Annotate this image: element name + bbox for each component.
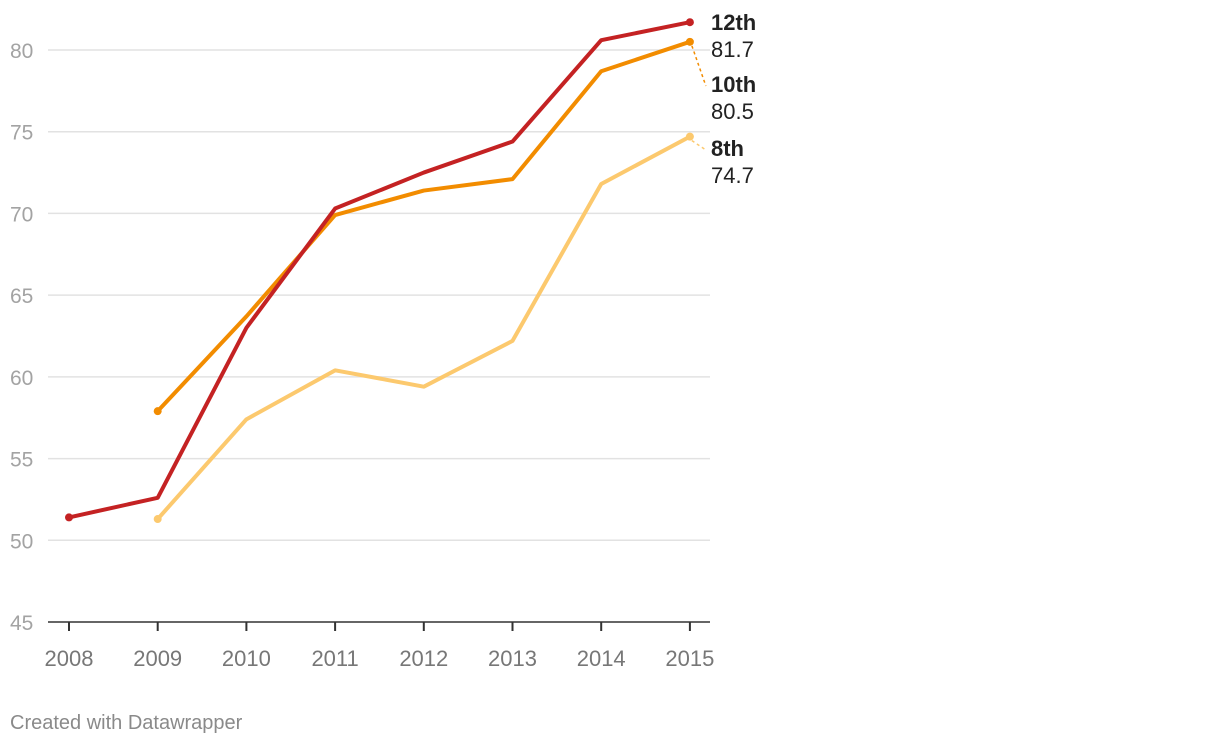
x-tick-label: 2012 xyxy=(399,646,448,671)
series-name-label: 10th xyxy=(711,72,756,97)
y-tick-label: 75 xyxy=(10,122,33,145)
y-axis-ticks: 45 50 55 60 65 70 75 80 xyxy=(10,40,33,635)
series-start-point-12th xyxy=(65,513,73,522)
series-name-label: 8th xyxy=(711,136,744,161)
x-tick-label: 2009 xyxy=(133,646,182,671)
x-axis-ticks: 2008 2009 2010 2011 2012 2013 2014 2015 xyxy=(45,622,714,671)
y-tick-label: 80 xyxy=(10,40,33,63)
series-line-8th xyxy=(155,134,692,522)
series-end-point-12th xyxy=(685,18,694,27)
series-start-point-8th xyxy=(153,515,162,524)
label-connector-8th xyxy=(691,139,707,151)
grid-lines xyxy=(48,49,710,542)
y-tick-label: 55 xyxy=(10,449,33,472)
datawrapper-credit: Created with Datawrapper xyxy=(10,712,243,734)
x-tick-label: 2010 xyxy=(222,646,271,671)
series-end-point-8th xyxy=(685,132,694,141)
series-value-label: 80.5 xyxy=(711,99,754,124)
series-lines xyxy=(65,18,694,524)
x-tick-label: 2008 xyxy=(45,646,94,671)
label-connector-10th xyxy=(691,45,707,87)
series-value-label: 81.7 xyxy=(711,37,754,62)
x-tick-label: 2015 xyxy=(665,646,714,671)
y-tick-label: 70 xyxy=(10,203,33,226)
series-line-12th xyxy=(67,20,692,520)
y-tick-label: 50 xyxy=(10,530,33,553)
x-tick-label: 2014 xyxy=(577,646,626,671)
line-chart: 45 50 55 60 65 70 75 80 2008 2009 2010 2011 2012 201… xyxy=(10,10,756,671)
x-tick-label: 2013 xyxy=(488,646,537,671)
y-tick-label: 60 xyxy=(10,367,33,390)
y-tick-label: 65 xyxy=(10,285,33,308)
series-name-label: 12th xyxy=(711,10,756,35)
series-start-point-10th xyxy=(153,407,162,416)
y-tick-label: 45 xyxy=(10,612,33,635)
series-end-point-10th xyxy=(685,37,694,46)
series-line-10th xyxy=(155,39,692,414)
x-tick-label: 2011 xyxy=(311,646,358,671)
series-value-label: 74.7 xyxy=(711,163,754,188)
